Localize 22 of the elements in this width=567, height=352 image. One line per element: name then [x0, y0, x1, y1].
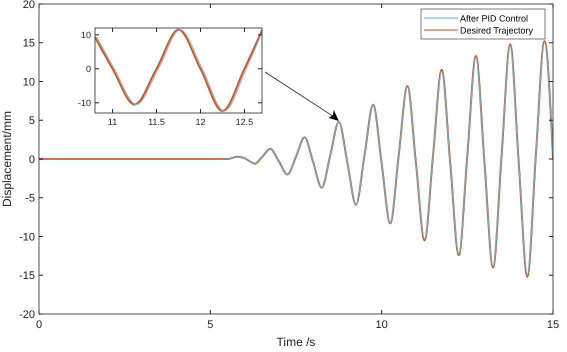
x-tick-label: 12.5	[236, 117, 254, 127]
x-tick-label: 10	[376, 319, 388, 331]
y-tick-label: -10	[19, 231, 35, 244]
legend-label: Desired Trajectory	[460, 26, 534, 36]
y-tick-label: -10	[78, 98, 91, 108]
legend-label: After PID Control	[460, 14, 528, 24]
y-tick-label: -15	[19, 270, 35, 282]
x-tick-label: 15	[546, 319, 560, 331]
x-tick-label: 5	[207, 319, 214, 331]
y-tick-label: 0	[28, 154, 35, 166]
y-tick-label: 0	[86, 64, 91, 74]
x-tick-label: 12	[195, 117, 206, 127]
y-tick-label: -5	[25, 192, 35, 205]
y-tick-label: 10	[22, 76, 35, 88]
y-tick-label: 15	[22, 38, 35, 50]
y-tick-label: -20	[19, 308, 35, 321]
x-tick-label: 11	[108, 117, 118, 127]
y-axis-title: Displacement/mm	[0, 110, 14, 208]
y-tick-label: 20	[22, 0, 35, 11]
x-tick-label: 11.5	[148, 117, 165, 127]
y-tick-label: 10	[80, 30, 91, 40]
x-axis-title: Time /s	[276, 335, 316, 349]
